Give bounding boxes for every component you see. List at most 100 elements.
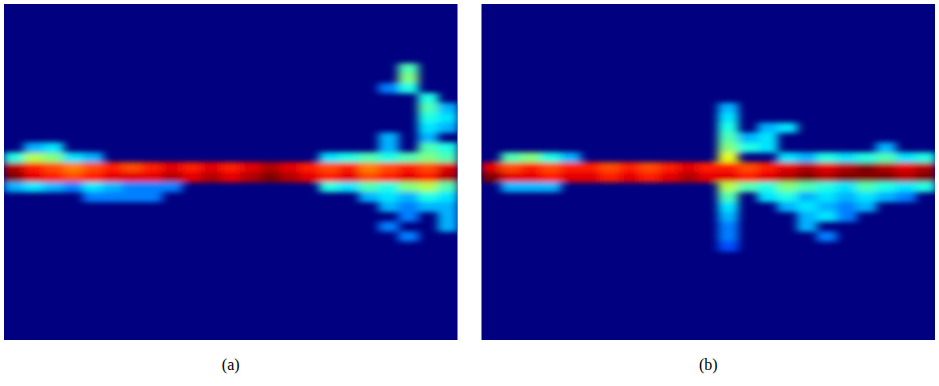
heatmap-cell [43,182,63,192]
heatmap-cell [438,123,458,133]
heatmap-cell [142,192,162,202]
heatmap-cell [260,172,280,182]
heatmap-cell [718,152,738,162]
heatmap-cell [398,212,418,222]
heatmap-cell [398,192,418,202]
heatmap-cell [659,162,679,172]
heatmap-cell [398,152,418,162]
heatmap-cell [777,182,797,192]
heatmap-cell [122,182,142,192]
heatmap-cell [359,182,379,192]
heatmap-cell [876,192,896,202]
heatmap-cell [398,63,418,73]
heatmap-cell [339,172,359,182]
heatmap-background [482,4,936,340]
heatmap-cell [201,172,221,182]
heatmap-cell [83,182,103,192]
heatmap-cell [817,231,837,241]
heatmap-cell [482,162,502,172]
heatmap-cell [418,103,438,113]
heatmap-cell [620,162,640,172]
heatmap-cell [718,132,738,142]
heatmap-cell [817,212,837,222]
heatmap-cell [418,162,438,172]
heatmap-cell [698,162,718,172]
heatmap-cell [777,172,797,182]
heatmap-cell [698,172,718,182]
heatmap-cell [521,162,541,172]
heatmap-cell [600,172,620,182]
heatmap-cell [379,182,399,192]
heatmap-cell [836,182,856,192]
heatmap-cell [319,172,339,182]
heatmap-cell [24,142,44,152]
heatmap-cell [718,123,738,133]
heatmap-cell [817,202,837,212]
heatmap-cell [359,162,379,172]
heatmap-cell [896,162,916,172]
heatmap-cell [659,172,679,182]
heatmap-cell [122,192,142,202]
heatmap-cell [398,83,418,93]
heatmap-cell [398,202,418,212]
heatmap-cell [777,202,797,212]
heatmap-cell [758,182,778,192]
heatmap-cell [43,162,63,172]
heatmap-cell [915,182,935,192]
heatmap-cell [817,152,837,162]
heatmap-cell [24,182,44,192]
heatmap-cell [122,172,142,182]
heatmap-cell [521,172,541,182]
heatmap-cell [418,172,438,182]
heatmap-cell [797,172,817,182]
heatmap-cell [379,142,399,152]
heatmap-cell [221,172,241,182]
heatmap-cell [438,142,458,152]
heatmap-cell [63,182,83,192]
heatmap-cell [43,152,63,162]
heatmap-cell [679,162,699,172]
heatmap-cell [379,152,399,162]
heatmap-cell [339,182,359,192]
heatmap-cell [777,152,797,162]
heatmap-cell [83,162,103,172]
heatmap-cell [241,172,261,182]
heatmap-cell [738,162,758,172]
heatmap-cell [418,93,438,103]
heatmap-cell [339,152,359,162]
heatmap-cell [836,162,856,172]
heatmap-cell [836,202,856,212]
heatmap-cell [560,152,580,162]
heatmap-cell [319,162,339,172]
heatmap-cell [63,162,83,172]
heatmap-cell [777,192,797,202]
heatmap-cell [398,182,418,192]
heatmap-cell [876,142,896,152]
heatmap-cell [482,172,502,182]
heatmap-cell [4,152,24,162]
heatmap-cell [738,142,758,152]
heatmap-cell [398,162,418,172]
heatmap-cell [560,162,580,172]
heatmap-cell [142,182,162,192]
heatmap-cell [817,172,837,182]
heatmap-cell [856,152,876,162]
heatmap-cell [718,113,738,123]
heatmap-cell [600,162,620,172]
heatmap-cell [438,192,458,202]
heatmap-cell [63,172,83,182]
heatmap-cell [718,162,738,172]
heatmap-cell [915,152,935,162]
heatmap-cell [856,182,876,192]
heatmap-cell [319,182,339,192]
heatmap-cell [718,103,738,113]
heatmap-cell [560,172,580,182]
heatmap-background [4,4,458,340]
heatmap-cell [241,162,261,172]
heatmap-cell [83,192,103,202]
heatmap-cell [738,182,758,192]
heatmap-cell [83,172,103,182]
heatmap-cell [501,162,521,172]
heatmap-cell [24,172,44,182]
heatmap-cell [260,162,280,172]
